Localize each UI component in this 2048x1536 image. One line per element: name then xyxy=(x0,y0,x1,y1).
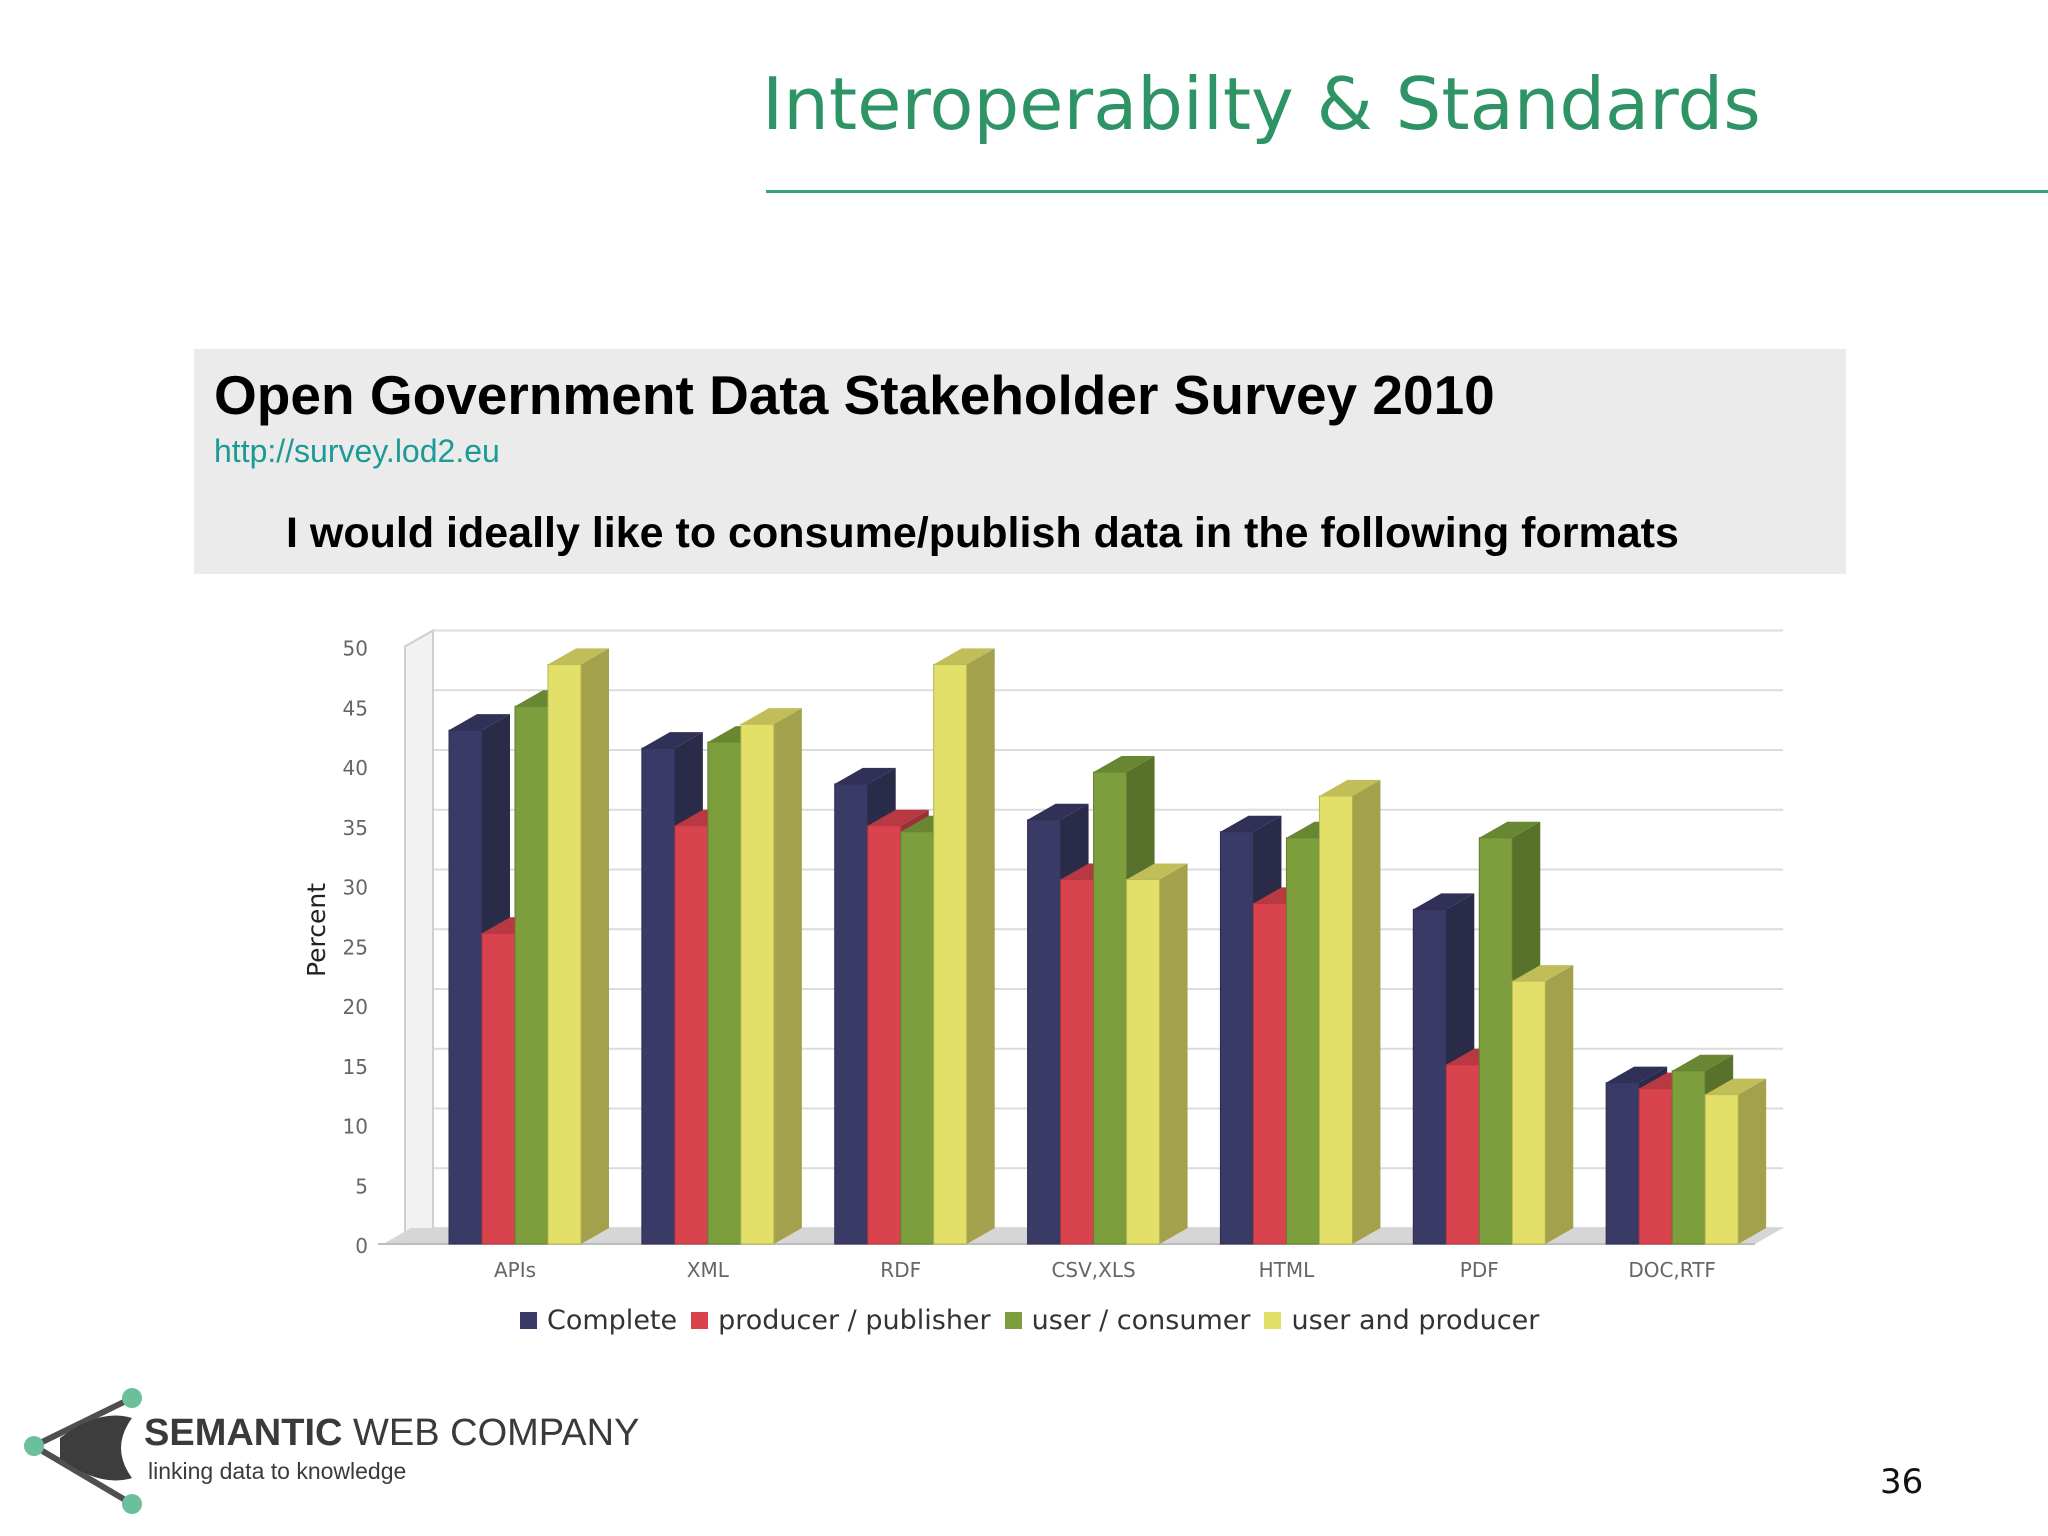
y-tick-label: 40 xyxy=(343,756,368,780)
bar-apis-2 xyxy=(514,705,549,1245)
chart-legend: Complete producer / publisher user / consu… xyxy=(520,1302,1553,1338)
bar-pdf-3 xyxy=(1511,980,1546,1245)
bar-rdf-1 xyxy=(867,825,902,1245)
y-tick-label: 15 xyxy=(343,1055,368,1079)
bar-csvxls-1 xyxy=(1060,879,1095,1245)
bar-xml-2 xyxy=(707,741,742,1245)
bar-top xyxy=(1705,1078,1767,1095)
bar-rdf-3 xyxy=(933,663,968,1245)
legend-item: producer / publisher xyxy=(691,1305,991,1336)
bar-pdf-0 xyxy=(1412,908,1447,1245)
bar-top xyxy=(1319,779,1381,796)
bar-top xyxy=(740,708,802,725)
y-tick-label: 0 xyxy=(355,1234,368,1258)
bar-top xyxy=(834,767,896,784)
bar-top xyxy=(1672,1054,1734,1071)
survey-info-box: Open Government Data Stakeholder Survey … xyxy=(194,349,1846,574)
x-tick-label: HTML xyxy=(1259,1258,1316,1282)
legend-item: user and producer xyxy=(1264,1305,1539,1336)
bar-top xyxy=(1512,965,1574,982)
x-tick-label: XML xyxy=(687,1258,730,1282)
bar-html-0 xyxy=(1219,831,1254,1245)
y-tick-label: 20 xyxy=(343,995,368,1019)
legend-swatch xyxy=(520,1311,537,1329)
bar-docrtf-1 xyxy=(1638,1088,1673,1245)
bar-apis-3 xyxy=(547,663,582,1245)
bar-top xyxy=(1479,821,1541,838)
legend-item: Complete xyxy=(520,1305,677,1336)
title-divider xyxy=(766,190,2048,193)
survey-title: Open Government Data Stakeholder Survey … xyxy=(214,364,1495,426)
legend-label: producer / publisher xyxy=(718,1304,991,1336)
bar-html-2 xyxy=(1285,837,1320,1245)
bar-top xyxy=(1093,755,1155,772)
legend-item: user / consumer xyxy=(1004,1304,1251,1336)
bar-pdf-2 xyxy=(1478,837,1513,1245)
survey-question: I would ideally like to consume/publish … xyxy=(286,509,1679,557)
bar-apis-0 xyxy=(448,729,483,1245)
y-tick-label: 30 xyxy=(343,876,368,900)
bar-top xyxy=(449,714,510,731)
bar-xml-1 xyxy=(674,825,709,1245)
legend-swatch xyxy=(1004,1311,1022,1329)
bar-top xyxy=(641,732,703,749)
bar-top xyxy=(1027,803,1089,820)
bar-top xyxy=(1606,1066,1668,1083)
bar-top xyxy=(1413,893,1475,910)
bar-rdf-2 xyxy=(900,831,935,1245)
bar-top xyxy=(1220,815,1282,832)
chart-left-wall xyxy=(404,628,434,1246)
bar-html-3 xyxy=(1318,795,1353,1245)
legend-label: user and producer xyxy=(1291,1304,1540,1336)
bar-html-1 xyxy=(1252,902,1287,1245)
y-tick-label: 45 xyxy=(343,696,368,720)
bar-docrtf-3 xyxy=(1704,1094,1739,1245)
bar-apis-1 xyxy=(481,932,516,1245)
y-axis-label: Percent xyxy=(302,883,331,977)
slide-title: Interoperabilty & Standards xyxy=(762,62,1761,146)
bar-side xyxy=(773,708,802,1244)
logo-tagline: linking data to knowledge xyxy=(148,1458,407,1484)
x-tick-label: DOC,RTF xyxy=(1628,1258,1716,1282)
y-tick-label: 10 xyxy=(343,1115,368,1139)
logo-mark-icon xyxy=(24,1388,142,1514)
survey-url-link[interactable]: http://survey.lod2.eu xyxy=(214,433,500,469)
legend-label: Complete xyxy=(547,1304,678,1336)
bar-docrtf-0 xyxy=(1605,1082,1640,1245)
bar-side xyxy=(1159,863,1188,1244)
x-tick-label: PDF xyxy=(1460,1258,1499,1282)
page-number: 36 xyxy=(1880,1462,1924,1502)
bar-csvxls-0 xyxy=(1027,819,1062,1245)
bar-xml-3 xyxy=(740,723,775,1245)
bar-csvxls-3 xyxy=(1126,879,1161,1245)
legend-label: user / consumer xyxy=(1031,1304,1251,1336)
bar-side xyxy=(581,648,609,1244)
bar-top xyxy=(1126,863,1188,880)
bar-side xyxy=(1738,1078,1767,1244)
bar-docrtf-2 xyxy=(1671,1070,1706,1245)
company-logo: SEMANTIC WEB COMPANY linking data to kno… xyxy=(20,1378,639,1518)
bar-rdf-0 xyxy=(834,783,869,1245)
y-tick-label: 50 xyxy=(343,637,368,661)
bar-top xyxy=(933,648,995,665)
bar-csvxls-2 xyxy=(1093,771,1128,1245)
bar-side xyxy=(966,648,995,1244)
legend-swatch xyxy=(691,1311,709,1329)
y-tick-label: 25 xyxy=(343,935,368,959)
bar-xml-0 xyxy=(641,747,676,1245)
bar-top xyxy=(867,809,929,826)
y-tick-label: 35 xyxy=(343,816,368,840)
y-tick-label: 5 xyxy=(355,1174,368,1198)
bar-pdf-1 xyxy=(1445,1064,1480,1245)
bar-side xyxy=(1352,779,1381,1244)
x-tick-label: RDF xyxy=(880,1258,921,1282)
legend-swatch xyxy=(1264,1311,1282,1329)
x-tick-label: CSV,XLS xyxy=(1051,1258,1135,1282)
x-tick-label: APIs xyxy=(494,1258,536,1282)
bar-top xyxy=(548,648,609,665)
bar-side xyxy=(1545,965,1574,1244)
logo-company-name: SEMANTIC WEB COMPANY xyxy=(144,1412,640,1454)
